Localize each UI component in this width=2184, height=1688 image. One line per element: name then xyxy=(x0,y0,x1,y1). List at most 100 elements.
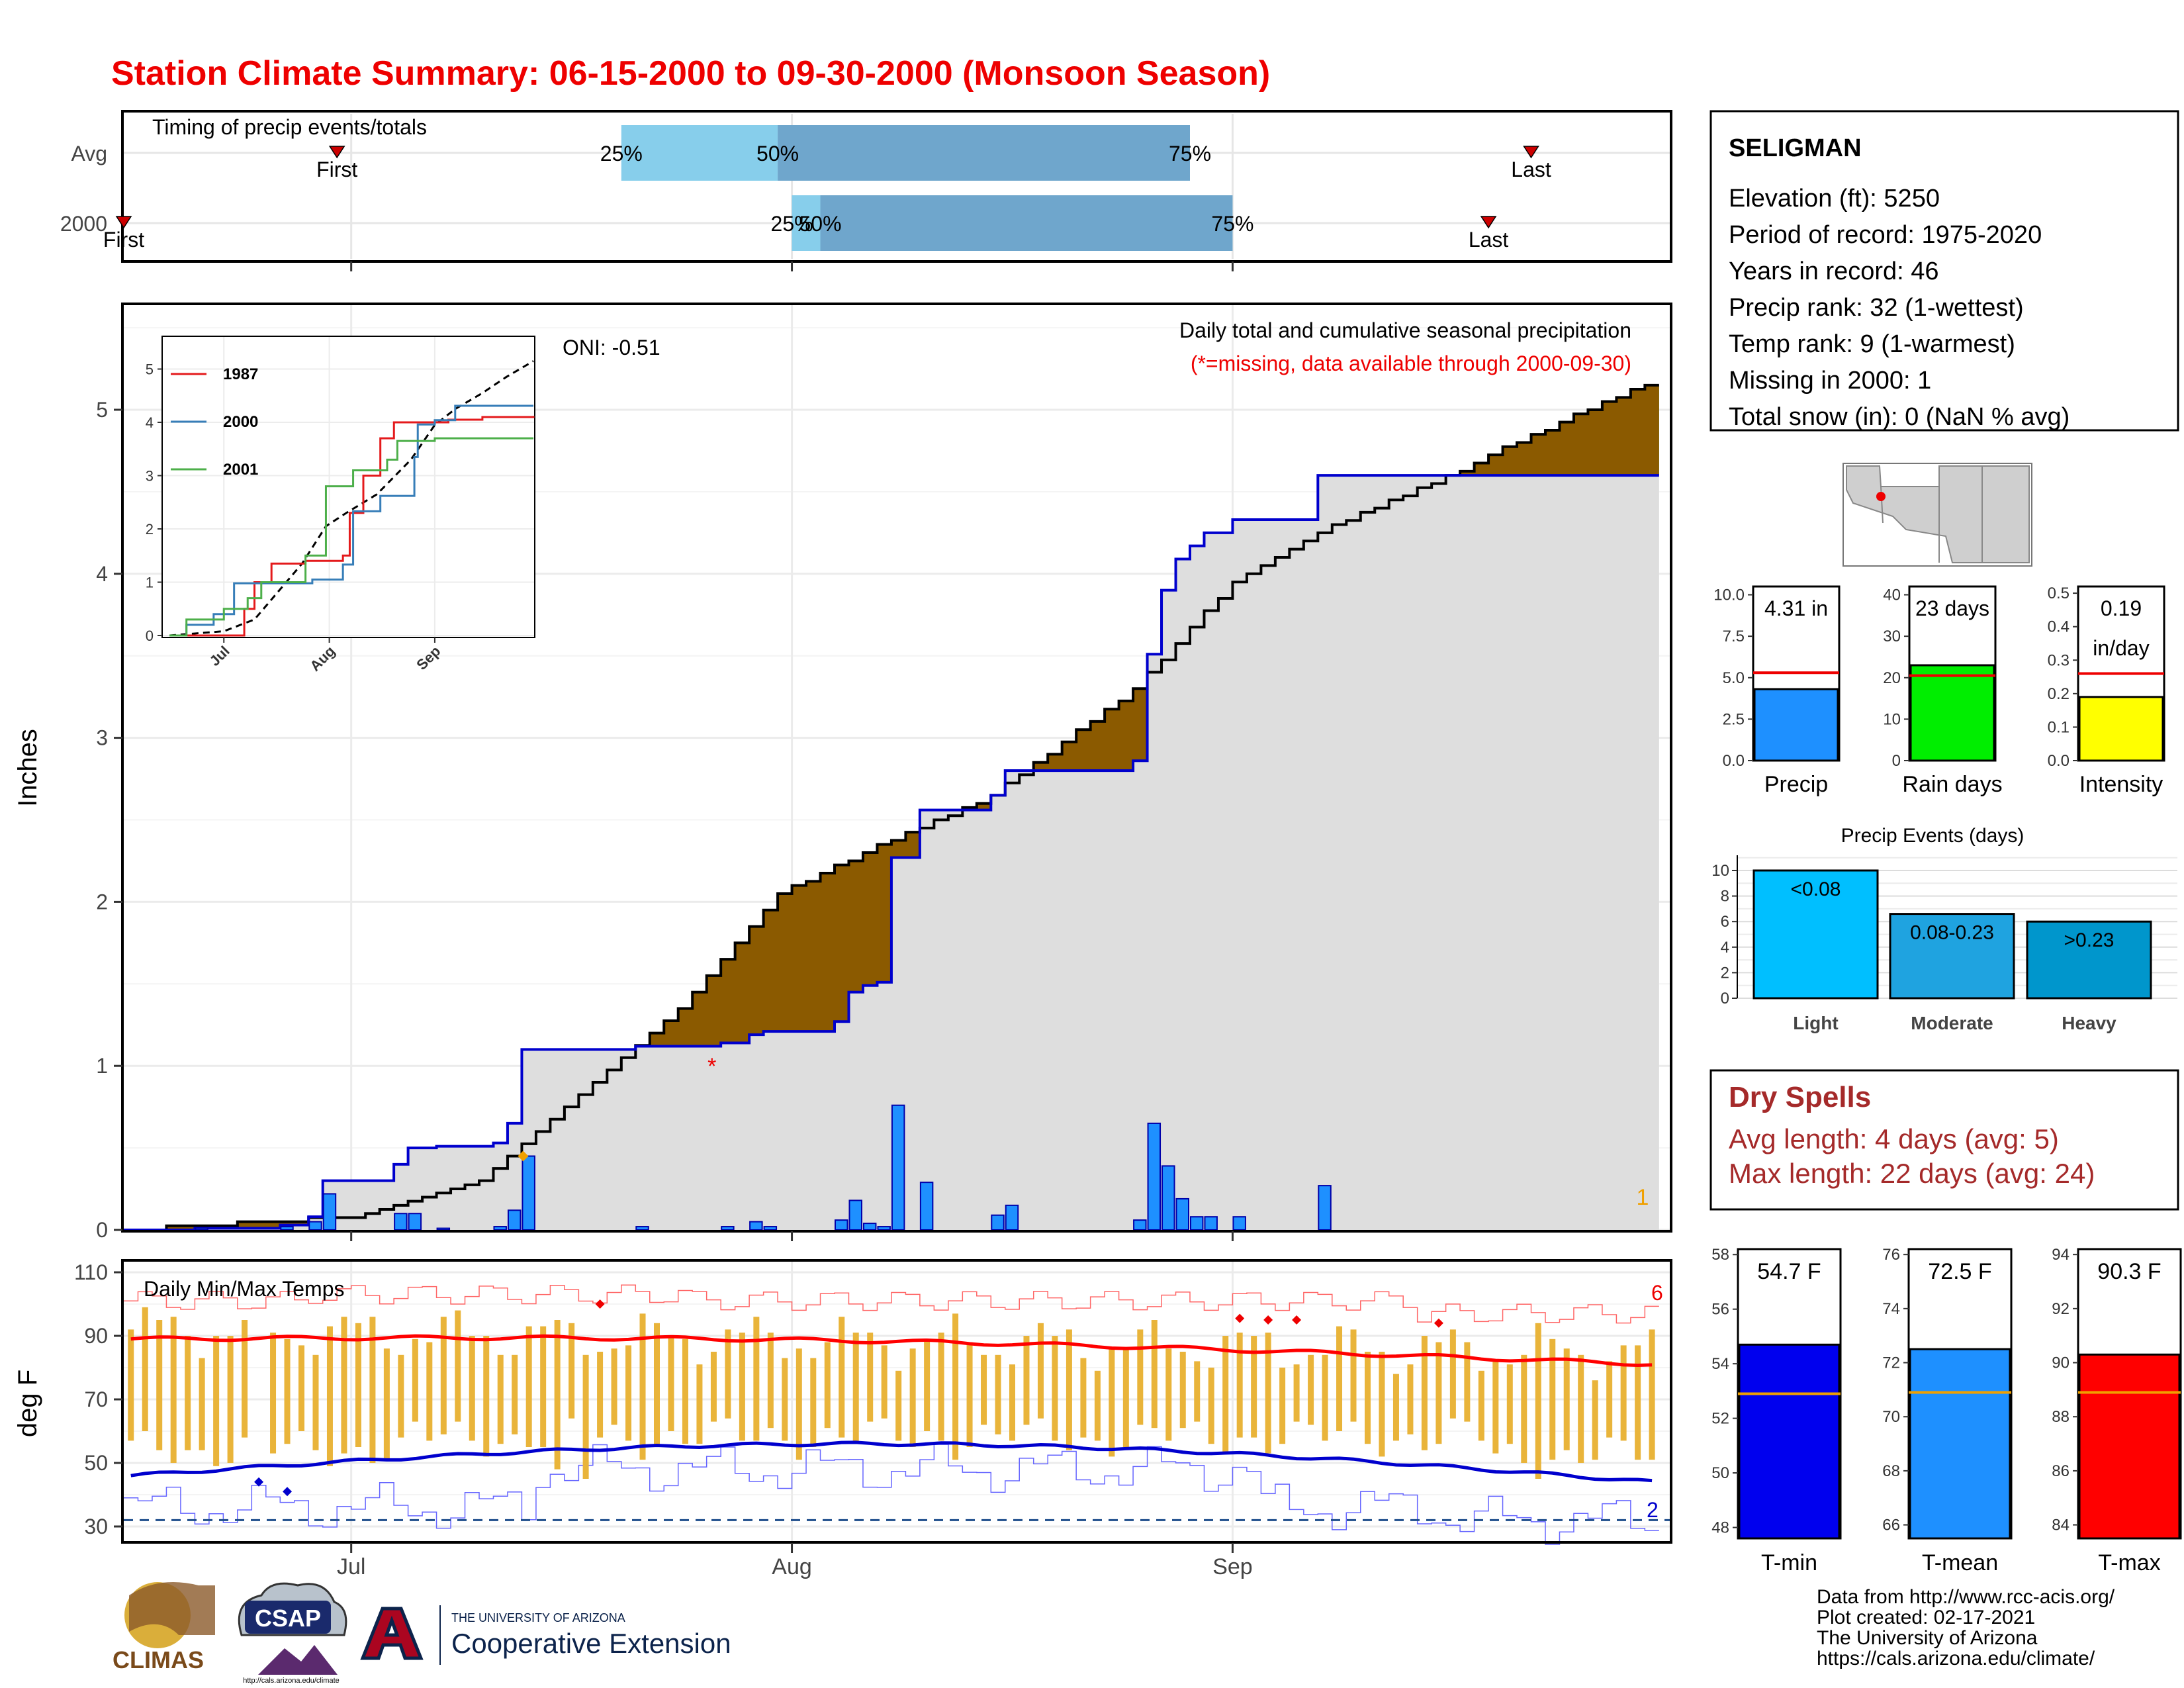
footer-line-4: https://cals.arizona.edu/climate/ xyxy=(1817,1648,2095,1669)
daily-precip-bar xyxy=(991,1214,1005,1231)
events-bar-light xyxy=(1752,869,1879,1000)
daily-temp-range-bar xyxy=(1194,1361,1201,1422)
daily-temp-range-bar xyxy=(1620,1345,1627,1441)
events-title: Precip Events (days) xyxy=(1841,825,2025,847)
daily-temp-range-bar xyxy=(1322,1354,1328,1441)
inset-legend: 1987 2000 2001 xyxy=(171,365,258,479)
station-line-2: Period of record: 1975-2020 xyxy=(1729,221,2042,249)
daily-temp-range-bar xyxy=(1052,1336,1058,1441)
events-bar-name: Moderate xyxy=(1911,1013,1993,1033)
daily-temp-range-bar xyxy=(995,1354,1001,1434)
avg-max-temp-line xyxy=(130,1334,1653,1368)
daily-temp-range-bar xyxy=(839,1317,845,1438)
timing-pct-label: 50% xyxy=(799,212,841,236)
temp-summary-bars: 54.7 F 48 50 52 54 56 58 T-min 72.5 F 66 68 70 72 74 7… xyxy=(1711,1246,2182,1575)
temp-bar-label: T-max xyxy=(2098,1550,2160,1575)
daily-temp-range-bar xyxy=(881,1345,887,1419)
daily-temp-range-bar xyxy=(1549,1338,1556,1460)
daily-precip-bar xyxy=(1133,1219,1147,1231)
month-axis: Jul Aug Sep xyxy=(337,1543,1253,1579)
temp-bar-label: T-mean xyxy=(1922,1550,1998,1575)
daily-temp-range-bar xyxy=(654,1323,660,1447)
station-location-dot xyxy=(1876,492,1886,501)
daily-temp-range-bar xyxy=(156,1320,163,1450)
temp-bar-ytick-label: 54 xyxy=(1711,1355,1729,1373)
daily-precip-bar xyxy=(1318,1185,1332,1231)
precip-ytick-label: 3 xyxy=(96,726,108,750)
daily-temp-range-bar xyxy=(1066,1329,1072,1450)
daily-precip-bar xyxy=(522,1155,535,1231)
temp-bar-fill xyxy=(2078,1353,2181,1540)
csap-logo: CSAP http://cals.arizona.edu/climate xyxy=(238,1582,347,1685)
daily-temp-range-bar xyxy=(1251,1336,1257,1438)
events-bar-heavy xyxy=(2026,920,2152,1000)
daily-precip-bar xyxy=(195,1227,208,1231)
precip-panel: * 0 1 2 3 4 5 Inches ONI: -0.51 Daily total a… xyxy=(13,303,1672,1242)
timing-bar-25-50 xyxy=(792,195,821,251)
temp-y-axis: 30 50 70 90 110 xyxy=(74,1260,122,1538)
events-bar-name: Heavy xyxy=(2062,1013,2116,1033)
daily-temp-range-bar xyxy=(128,1329,134,1441)
daily-precip-bar xyxy=(436,1227,451,1231)
station-line-5: Temp rank: 9 (1-warmest) xyxy=(1729,330,2015,358)
daily-temp-range-bar xyxy=(497,1354,504,1444)
daily-temp-range-bar xyxy=(625,1345,632,1441)
record-high-line xyxy=(124,1284,1659,1324)
cumulative-above-avg-area xyxy=(124,385,1659,1230)
temp-bar-fill xyxy=(1909,1348,2011,1540)
temp-bar-ytick-label: 72 xyxy=(1882,1354,1900,1372)
daily-temp-range-bar xyxy=(1137,1329,1144,1425)
daily-temp-range-bar xyxy=(512,1354,518,1434)
daily-temp-range-bar xyxy=(1449,1329,1456,1419)
daily-precip-bar xyxy=(1204,1216,1218,1231)
temp-bar-ytick-label: 58 xyxy=(1711,1246,1729,1264)
precip-markers: * xyxy=(518,1054,716,1162)
daily-temp-range-bar xyxy=(1037,1323,1044,1419)
temp-bar-ytick-label: 50 xyxy=(1711,1464,1729,1482)
daily-precip-bar xyxy=(394,1213,408,1231)
temp-bar-ytick-label: 88 xyxy=(2052,1408,2070,1426)
temp-panel-frame xyxy=(121,1259,1672,1544)
daily-temp-range-bar xyxy=(739,1333,745,1441)
daily-temp-range-bar xyxy=(1009,1364,1015,1441)
record-low-marker xyxy=(283,1487,293,1497)
daily-temp-range-bar xyxy=(1563,1348,1570,1450)
missing-day-marker: * xyxy=(707,1054,716,1079)
daily-precip-bar xyxy=(635,1226,649,1231)
avg-min-temp-line xyxy=(130,1440,1653,1483)
last-event-label: Last xyxy=(1469,228,1509,252)
daily-temp-range-bar xyxy=(1521,1354,1527,1463)
daily-temp-range-bar xyxy=(284,1338,291,1444)
daily-temp-range-bar xyxy=(867,1333,874,1422)
summary-bar-ytick-label: 40 xyxy=(1883,586,1901,604)
daily-temp-range-bar xyxy=(753,1317,760,1441)
timing-bar-50-75 xyxy=(820,195,1233,251)
daily-temp-range-bar xyxy=(412,1338,418,1422)
daily-precip-bar xyxy=(408,1213,422,1231)
peak-day-marker xyxy=(518,1150,529,1162)
station-line-7: Total snow (in): 0 (NaN % avg) xyxy=(1729,403,2070,431)
daily-precip-bar xyxy=(280,1226,294,1231)
inset-series-lines xyxy=(169,360,535,637)
daily-temp-range-bar xyxy=(312,1354,319,1450)
daily-temp-range-bar xyxy=(895,1370,902,1441)
temp-ytick-label: 50 xyxy=(84,1451,108,1475)
daily-temp-range-bar xyxy=(298,1345,304,1431)
temp-bar-ytick-label: 48 xyxy=(1711,1519,1729,1537)
temp-bar-ytick-label: 84 xyxy=(2052,1517,2070,1534)
daily-temp-range-bar xyxy=(185,1336,191,1450)
daily-temp-range-bar xyxy=(597,1352,604,1438)
daily-temp-range-bar xyxy=(170,1317,177,1463)
summary-bar-ytick-label: 2.5 xyxy=(1723,710,1745,728)
daily-temp-range-bar xyxy=(710,1352,717,1422)
summary-bar-ytick-label: 5.0 xyxy=(1723,669,1745,687)
daily-precip-bar xyxy=(749,1221,763,1231)
inset-ytick-label: 2 xyxy=(146,521,154,538)
last-event-marker xyxy=(1480,216,1497,229)
ua-logo: THE UNIVERSITY OF ARIZONA Cooperative Ex… xyxy=(360,1605,731,1665)
daily-temp-range-bar xyxy=(981,1354,987,1425)
daily-precip-bar xyxy=(1161,1165,1175,1231)
daily-temp-range-bar xyxy=(383,1348,390,1460)
temp-bar-ytick-label: 90 xyxy=(2052,1354,2070,1372)
